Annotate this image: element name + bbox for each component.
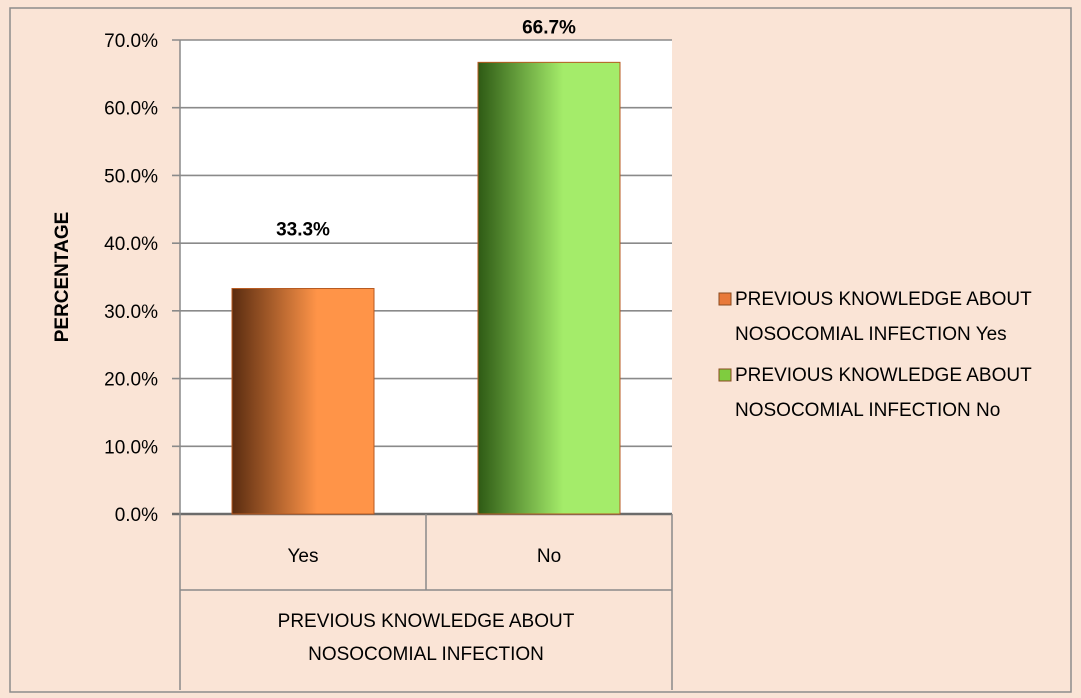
y-tick-label: 40.0% [104, 234, 158, 255]
legend-swatch-yes [718, 292, 732, 306]
y-tick-label: 10.0% [104, 437, 158, 458]
y-tick-label: 70.0% [104, 31, 158, 52]
y-tick-label: 50.0% [104, 166, 158, 187]
chart-outer-border [9, 7, 1072, 693]
y-tick-label: 60.0% [104, 99, 158, 120]
legend-label-no-line-2: NOSOCOMIAL INFECTION No [735, 400, 1000, 421]
y-tick-label: 0.0% [115, 505, 158, 526]
y-axis-title: PERCENTAGE [52, 212, 73, 343]
data-labels: 33.3% 66.7% [276, 17, 576, 240]
bar-no [477, 61, 621, 515]
group-label-line-2: NOSOCOMIAL INFECTION [308, 644, 544, 665]
y-tick-label: 30.0% [104, 302, 158, 323]
group-label-line-1: PREVIOUS KNOWLEDGE ABOUT [278, 611, 575, 632]
x-category-label: Yes [288, 546, 319, 567]
legend: PREVIOUS KNOWLEDGE ABOUT NOSOCOMIAL INFE… [718, 289, 1032, 421]
legend-label-yes-line-2: NOSOCOMIAL INFECTION Yes [735, 324, 1007, 345]
y-axis-ticks: 0.0% 10.0% 20.0% 30.0% 40.0% 50.0% 60.0% 70.0% [104, 31, 158, 526]
bars [231, 61, 621, 515]
legend-swatch-no [718, 368, 732, 382]
x-axis: Yes No [179, 514, 673, 690]
x-category-label: No [537, 546, 561, 567]
y-tick-label: 20.0% [104, 370, 158, 391]
data-label: 33.3% [276, 220, 330, 241]
bar-yes [231, 288, 375, 515]
data-label: 66.7% [522, 17, 576, 38]
legend-label-yes-line-1: PREVIOUS KNOWLEDGE ABOUT [735, 289, 1032, 310]
legend-label-no-line-1: PREVIOUS KNOWLEDGE ABOUT [735, 365, 1032, 386]
